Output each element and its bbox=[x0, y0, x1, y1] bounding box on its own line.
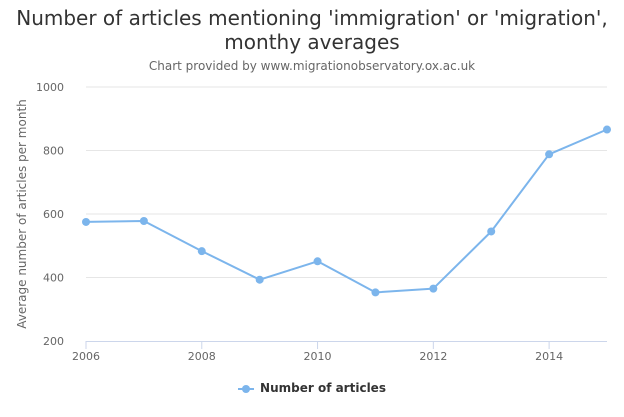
y-tick-label: 400 bbox=[43, 272, 64, 285]
data-point-2013[interactable] bbox=[487, 227, 496, 236]
data-point-2012[interactable] bbox=[429, 284, 438, 293]
x-tick-label: 2010 bbox=[304, 350, 332, 363]
legend[interactable]: Number of articles bbox=[0, 381, 624, 395]
legend-swatch bbox=[238, 384, 255, 394]
data-point-2015[interactable] bbox=[603, 125, 611, 134]
line-chart: 200 400 600 800 1000 2006 2008 2010 2012 2014 Av… bbox=[15, 81, 611, 363]
data-point-2006[interactable] bbox=[82, 217, 90, 226]
y-axis-ticks: 200 400 600 800 1000 bbox=[36, 81, 64, 348]
data-point-2009[interactable] bbox=[255, 275, 264, 284]
legend-label: Number of articles bbox=[260, 381, 386, 395]
data-point-2007[interactable] bbox=[139, 216, 148, 225]
y-tick-label: 600 bbox=[43, 208, 64, 221]
y-tick-label: 1000 bbox=[36, 81, 64, 94]
y-axis-label: Average number of articles per month bbox=[15, 99, 29, 329]
x-axis-ticks: 2006 2008 2010 2012 2014 bbox=[72, 341, 563, 363]
chart-title-line-2: monthy averages bbox=[224, 30, 400, 54]
x-tick-label: 2012 bbox=[419, 350, 447, 363]
y-tick-label: 200 bbox=[43, 335, 64, 348]
x-tick-label: 2014 bbox=[535, 350, 563, 363]
data-point-2008[interactable] bbox=[197, 247, 206, 256]
data-point-2011[interactable] bbox=[371, 288, 380, 297]
y-tick-label: 800 bbox=[43, 145, 64, 158]
chart-title: Number of articles mentioning 'immigrati… bbox=[0, 6, 624, 54]
series-line bbox=[85, 128, 608, 294]
x-tick-label: 2006 bbox=[72, 350, 100, 363]
grid-lines bbox=[86, 86, 607, 278]
data-point-2014[interactable] bbox=[545, 150, 554, 159]
series-number-of-articles bbox=[82, 125, 611, 297]
x-tick-label: 2008 bbox=[188, 350, 216, 363]
data-point-2010[interactable] bbox=[313, 257, 322, 266]
chart-title-line-1: Number of articles mentioning 'immigrati… bbox=[16, 6, 608, 30]
chart-subtitle: Chart provided by www.migrationobservato… bbox=[148, 59, 476, 73]
